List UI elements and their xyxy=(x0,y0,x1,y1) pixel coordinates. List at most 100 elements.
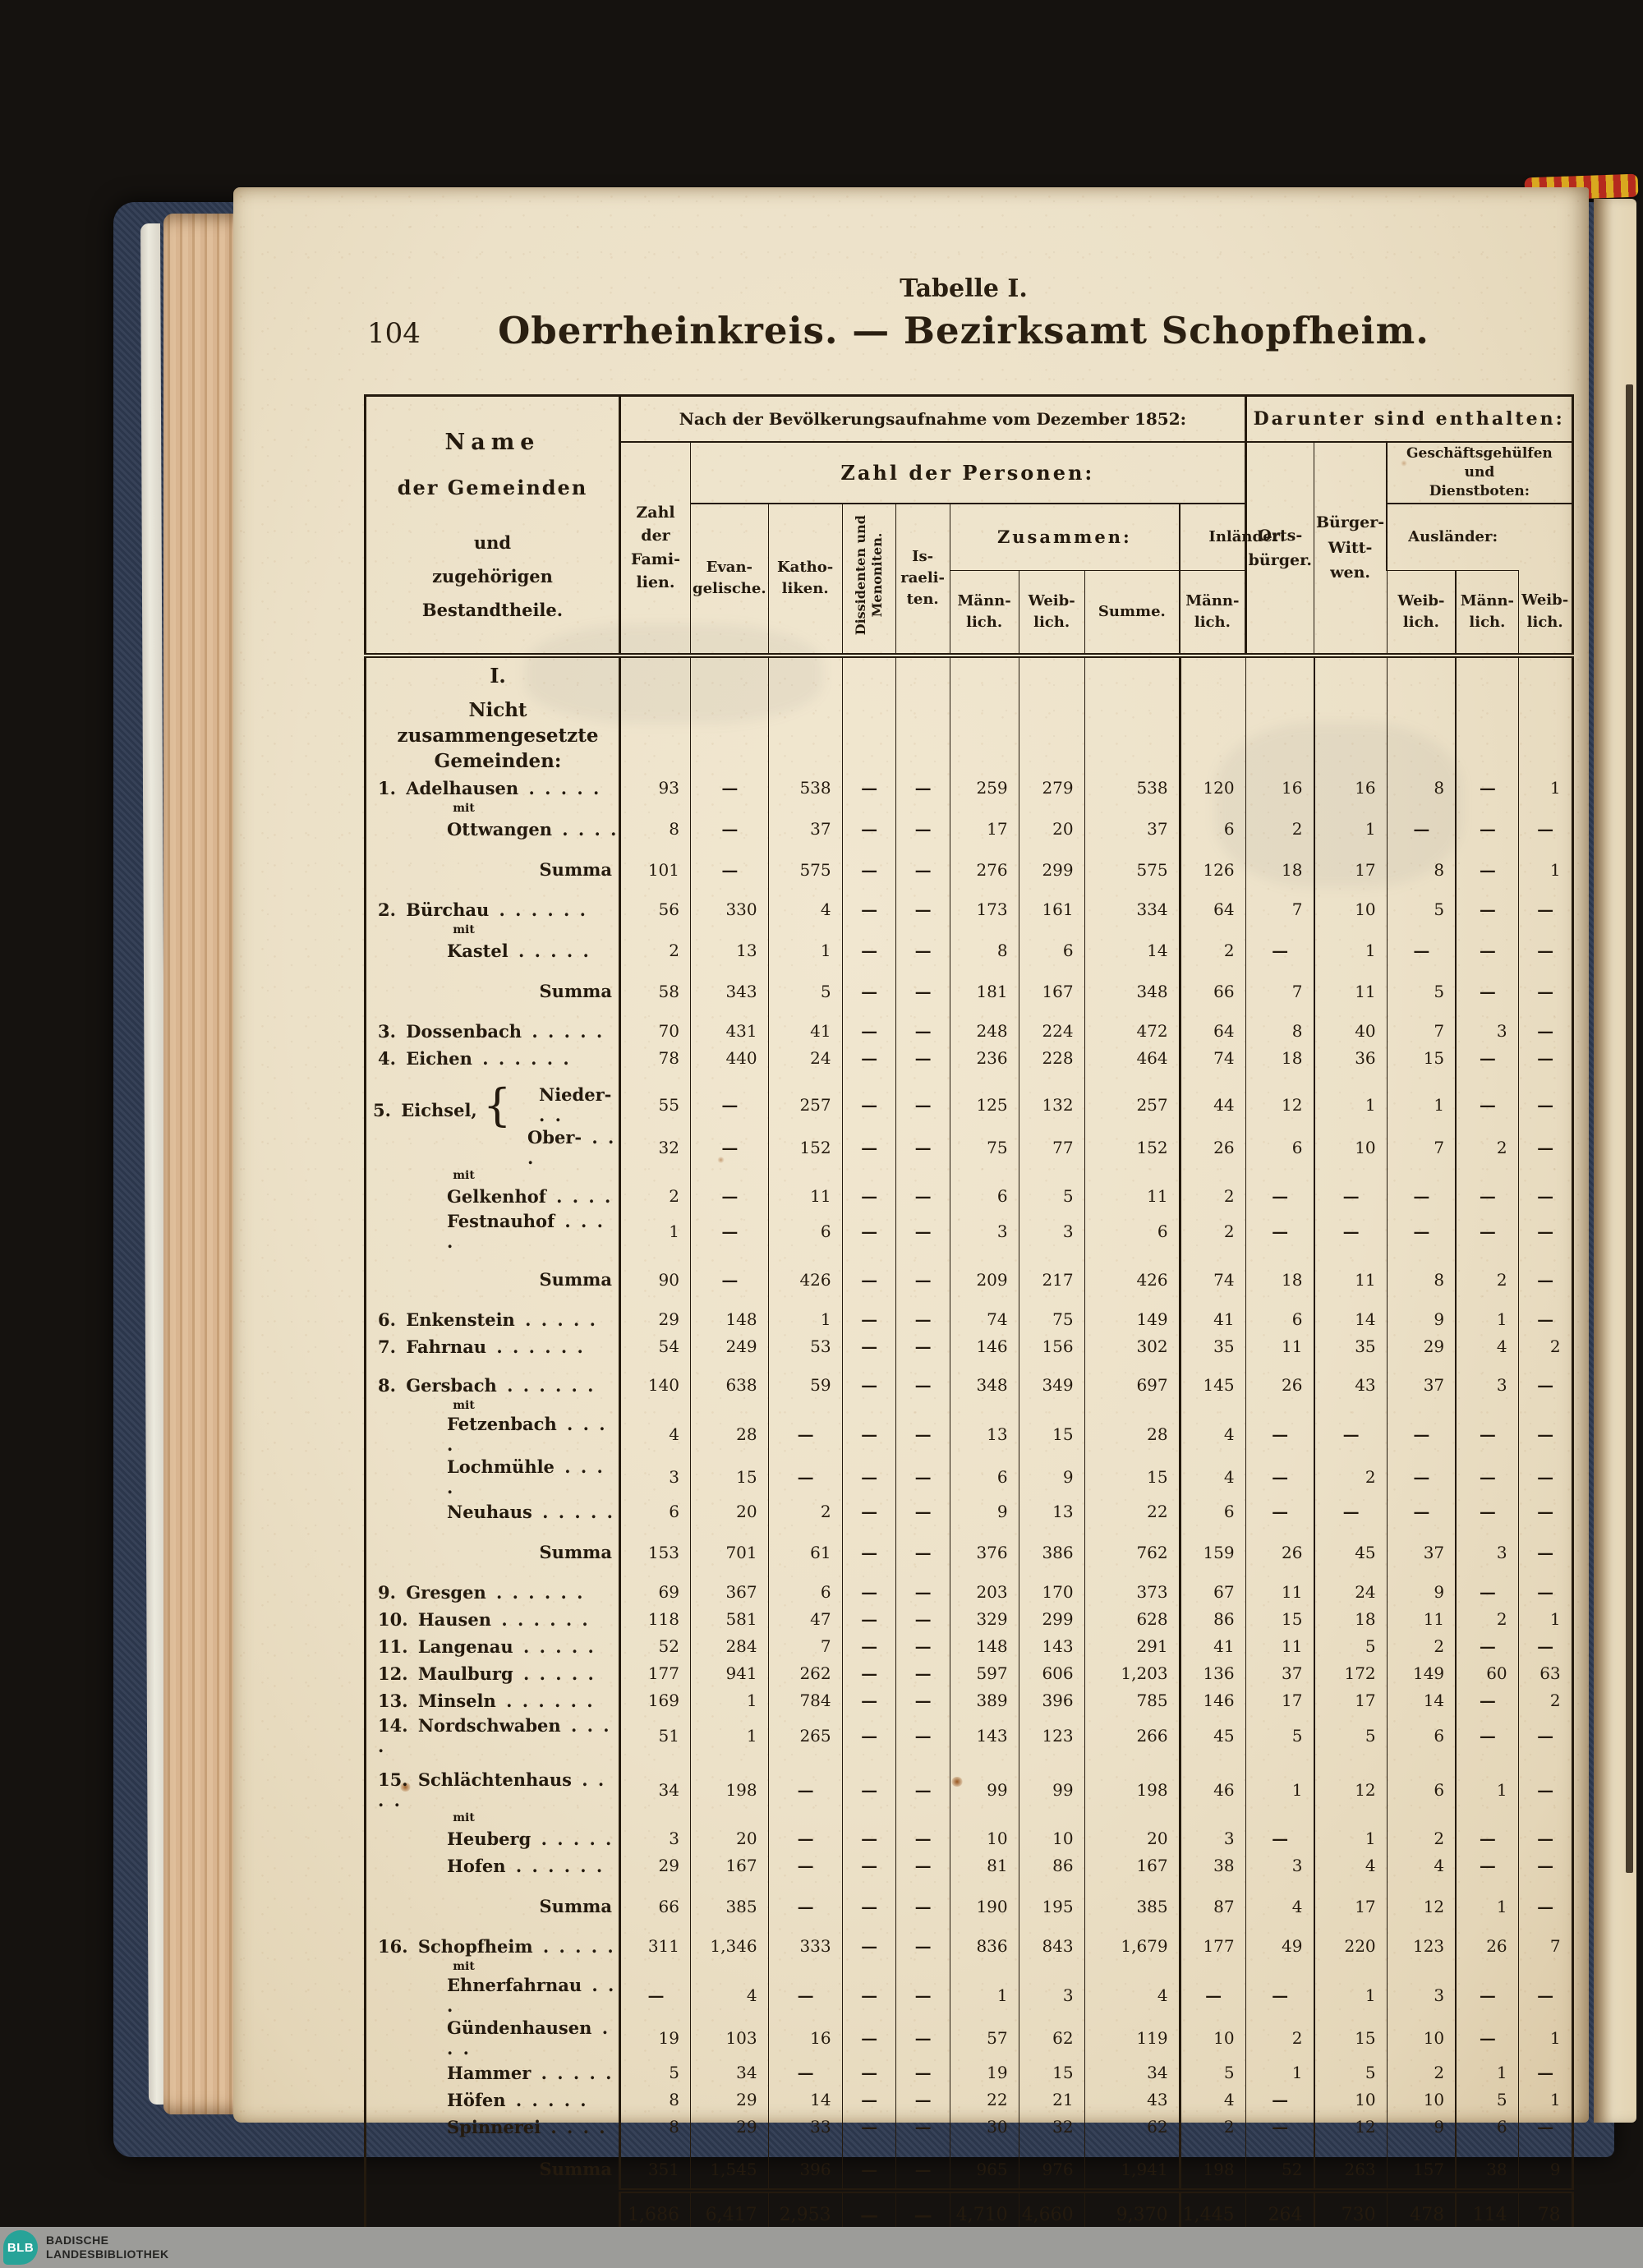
section-heading-line: Gemeinden: xyxy=(434,749,562,772)
cell-ausl-maennlich: — xyxy=(1455,1209,1519,1253)
cell-inl-maennlich xyxy=(1313,1071,1388,1083)
cell-katholiken: 265 xyxy=(767,1714,843,1757)
cell-inl-maennlich xyxy=(1313,1004,1388,1018)
cell-inl-maennlich: 1 xyxy=(1313,1083,1388,1126)
cell-weiblich: 77 xyxy=(1018,1125,1085,1169)
cell-summe xyxy=(1084,842,1180,848)
cell-maennlich: 348 xyxy=(949,1371,1019,1399)
header-darunter: Darunter sind enthalten: xyxy=(1244,395,1573,443)
cell-weiblich: 15 xyxy=(1018,1412,1085,1456)
cell-ausl-maennlich: 1 xyxy=(1455,2059,1519,2086)
row-label: Kastel . . . . . xyxy=(447,940,589,961)
cell-evangelische xyxy=(690,1168,769,1183)
cell-ortsbuerger: 159 xyxy=(1178,1530,1246,1566)
cell-summe: 538 xyxy=(1084,774,1180,802)
header-auslaender: Ausländer: xyxy=(1386,503,1519,571)
cell-inl-weiblich: 29 xyxy=(1386,1332,1457,1360)
cell-dissidenten: — xyxy=(841,1371,896,1399)
cell-dissidenten: — xyxy=(841,2016,896,2059)
cell-maennlich: 329 xyxy=(949,1605,1019,1633)
cell-ausl-maennlich xyxy=(1455,1525,1519,1530)
cell-familien: 32 xyxy=(619,1125,691,1169)
cell-dissidenten: — xyxy=(841,1932,896,1960)
table-row-mit-43: mit xyxy=(366,1810,1573,1825)
cell-inl-weiblich: 6 xyxy=(1386,1714,1457,1757)
table-row-heuberg: Heuberg . . . . . 3 20— — —10 10 20 3—1 2— — xyxy=(366,1824,1573,1852)
cell-evangelische: 941 xyxy=(690,1659,769,1687)
cell-inl-maennlich: 10 xyxy=(1313,2086,1388,2114)
cell-inl-weiblich: — xyxy=(1386,1497,1457,1525)
cell-buergerwittwen: 11 xyxy=(1245,1632,1314,1660)
cell-israeliten: — xyxy=(895,968,950,1005)
cell-israeliten: — xyxy=(895,1125,950,1169)
row-label: 16. Schopfheim . . . . . xyxy=(378,1935,614,1957)
cell-weiblich xyxy=(1018,2182,1085,2191)
cell-weiblich: 606 xyxy=(1018,1659,1085,1687)
cell-ortsbuerger xyxy=(1178,2182,1246,2191)
cell-inl-maennlich: 2 xyxy=(1313,1455,1388,1498)
cell-katholiken: 333 xyxy=(767,1932,843,1960)
cell-summe: 22 xyxy=(1084,1497,1180,1525)
blb-library-link[interactable]: BLB BADISCHE LANDESBIBLIOTHEK xyxy=(3,2230,169,2265)
cell-inl-weiblich: 11 xyxy=(1386,1605,1457,1633)
table-row-schopfheim: 16. Schopfheim . . . . . 311 1,346 333— —836… xyxy=(366,1932,1573,1960)
row-label: Summa xyxy=(539,1541,612,1562)
column-header-name: Name der Gemeinden und zugehörigen Besta… xyxy=(365,395,620,658)
cell-katholiken: 61 xyxy=(767,1530,843,1566)
cell-ortsbuerger xyxy=(1178,1071,1246,1083)
cell-inl-weiblich xyxy=(1386,1004,1457,1018)
cell-weiblich: 21 xyxy=(1018,2086,1085,2114)
row-label: Festnauhof . . . . xyxy=(447,1210,603,1252)
cell-dissidenten: — xyxy=(841,1578,896,1606)
cell-buergerwittwen xyxy=(1245,1756,1314,1769)
cell-katholiken xyxy=(767,2182,843,2191)
cell-familien: 90 xyxy=(619,1257,691,1293)
table-row-fahrnau: 7. Fahrnau . . . . . . 54 249 53— —146 156 302… xyxy=(366,1332,1573,1360)
cell-maennlich xyxy=(949,1959,1019,1974)
cell-familien xyxy=(619,1879,691,1884)
cell-ausl-maennlich: — xyxy=(1455,1824,1519,1852)
cell-katholiken xyxy=(767,2140,843,2147)
cell-katholiken xyxy=(767,922,843,937)
column-header-ausl-weiblich: Weib- lich. xyxy=(1517,570,1573,658)
cell-buergerwittwen: — xyxy=(1245,1455,1314,1498)
cell-buergerwittwen: 1 xyxy=(1245,1768,1314,1811)
cell-israeliten: — xyxy=(895,1083,950,1126)
cell-katholiken: — xyxy=(767,1973,843,2017)
cell-inl-weiblich xyxy=(1386,1919,1457,1933)
cell-katholiken: 575 xyxy=(767,847,843,883)
cell-ausl-weiblich xyxy=(1517,1398,1573,1413)
cell-ausl-maennlich: — xyxy=(1455,936,1519,964)
cell-familien: 54 xyxy=(619,1332,691,1360)
row-label xyxy=(366,1757,620,1769)
cell-dissidenten: — xyxy=(841,1083,896,1126)
cell-familien: 153 xyxy=(619,1530,691,1566)
cell-maennlich: 248 xyxy=(949,1017,1019,1045)
cell-ausl-weiblich: — xyxy=(1517,1578,1573,1606)
row-label: 7. Fahrnau . . . . . . xyxy=(378,1336,583,1357)
cell-dissidenten xyxy=(841,1292,896,1306)
cell-ortsbuerger: 136 xyxy=(1178,1659,1246,1687)
cell-summe xyxy=(1084,801,1180,816)
row-label: 15. Schlächtenhaus . . . . xyxy=(378,1769,605,1810)
cell-inl-maennlich: 5 xyxy=(1313,1632,1388,1660)
row-label: mit xyxy=(453,1399,475,1413)
cell-summe xyxy=(1084,1359,1180,1372)
cell-ausl-maennlich xyxy=(1455,1756,1519,1769)
cell-inl-maennlich xyxy=(1313,1959,1388,1974)
cell-weiblich: 349 xyxy=(1018,1371,1085,1399)
cell-buergerwittwen xyxy=(1245,1525,1314,1530)
table-row-guendenhausen: Gündenhausen . . . 19 103 16— —57 62 119 10 2 15 1… xyxy=(366,2016,1573,2059)
cell-katholiken: 53 xyxy=(767,1332,843,1360)
cell-katholiken xyxy=(767,1959,843,1974)
cell-inl-weiblich xyxy=(1386,1359,1457,1372)
cell-ausl-weiblich: 2 xyxy=(1517,1332,1573,1360)
cell-summe xyxy=(1084,964,1180,969)
brace-glyph: { xyxy=(483,1079,512,1131)
cell-buergerwittwen: 52 xyxy=(1245,2146,1314,2183)
cell-ausl-weiblich: — xyxy=(1517,1497,1573,1525)
cell-ortsbuerger xyxy=(1178,1252,1246,1258)
cell-ortsbuerger: 87 xyxy=(1178,1884,1246,1920)
cell-katholiken xyxy=(767,1810,843,1825)
table-row-gap-48 xyxy=(366,1919,1573,1933)
